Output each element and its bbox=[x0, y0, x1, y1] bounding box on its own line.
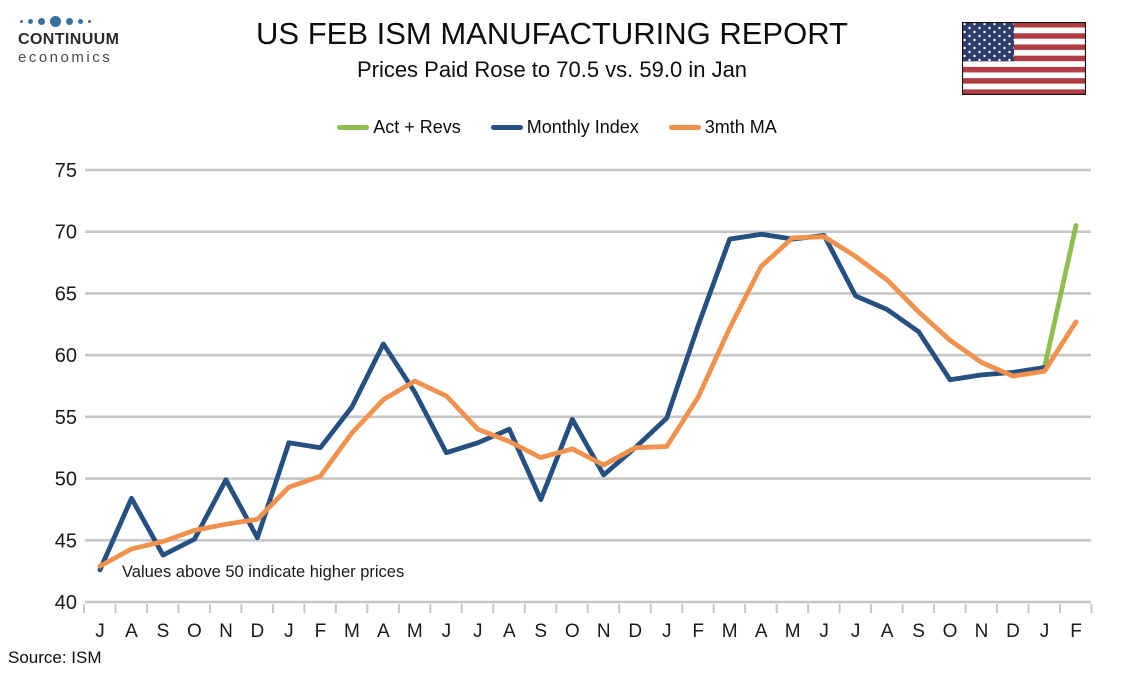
chart-legend: Act + Revs Monthly Index 3mth MA bbox=[0, 117, 1114, 138]
x-tick-label: J bbox=[851, 621, 861, 642]
x-tick-label: S bbox=[157, 621, 170, 642]
x-tick-label: F bbox=[692, 621, 704, 642]
legend-item-3mth-ma: 3mth MA bbox=[668, 117, 777, 138]
x-tick-label: F bbox=[1070, 621, 1082, 642]
x-tick-label: M bbox=[407, 621, 423, 642]
y-tick-label: 40 bbox=[55, 592, 77, 614]
legend-label: Monthly Index bbox=[526, 117, 639, 137]
data-series-lines bbox=[97, 223, 1079, 573]
series-line-act-revs bbox=[1042, 223, 1079, 370]
x-tick-label: O bbox=[565, 621, 580, 642]
act-revs-line-swatch-icon bbox=[337, 125, 370, 130]
x-tick-label: O bbox=[187, 621, 202, 642]
x-tick-label: A bbox=[755, 621, 768, 642]
x-tick-label: A bbox=[503, 621, 516, 642]
y-tick-label: 65 bbox=[55, 283, 77, 305]
us-flag-icon bbox=[961, 21, 1087, 100]
x-tick-label: A bbox=[377, 621, 390, 642]
x-tick-label: N bbox=[975, 621, 989, 642]
x-tick-label: J bbox=[662, 621, 672, 642]
continuum-economics-logo: CONTINUUM economics bbox=[18, 14, 148, 66]
x-tick-label: D bbox=[251, 621, 265, 642]
x-tick-label: J bbox=[284, 621, 294, 642]
y-tick-label: 75 bbox=[55, 160, 77, 182]
x-tick-label: J bbox=[819, 621, 829, 642]
x-tick-label: S bbox=[912, 621, 925, 642]
series-line-3mth-ma bbox=[97, 234, 1079, 569]
x-tick-label: M bbox=[785, 621, 801, 642]
source-note: Source: ISM bbox=[8, 648, 102, 667]
y-tick-label: 45 bbox=[55, 530, 77, 552]
chart-subtitle: Prices Paid Rose to 70.5 vs. 59.0 in Jan bbox=[356, 57, 748, 82]
x-tick-label: J bbox=[442, 621, 452, 642]
x-tick-label: J bbox=[1040, 621, 1050, 642]
x-tick-label: M bbox=[722, 621, 738, 642]
gridlines bbox=[85, 168, 1091, 604]
y-axis-labels: 40 45 50 55 60 65 70 75 bbox=[55, 160, 77, 614]
y-tick-label: 50 bbox=[55, 469, 77, 491]
x-tick-label: D bbox=[628, 621, 642, 642]
x-axis bbox=[83, 604, 1093, 613]
x-tick-label: A bbox=[125, 621, 138, 642]
legend-label: 3mth MA bbox=[704, 117, 777, 137]
logo-subname: economics bbox=[18, 49, 113, 66]
y-tick-label: 60 bbox=[55, 345, 77, 367]
x-tick-label: O bbox=[943, 621, 958, 642]
threshold-annotation: Values above 50 indicate higher prices bbox=[122, 563, 405, 581]
logo-name: CONTINUUM bbox=[18, 31, 120, 48]
x-tick-label: J bbox=[95, 621, 105, 642]
ma-line-swatch-icon bbox=[668, 125, 701, 130]
series-line-monthly-index bbox=[97, 231, 1047, 573]
monthly-index-line-swatch-icon bbox=[490, 125, 523, 130]
x-tick-label: N bbox=[597, 621, 611, 642]
chart-title: US FEB ISM MANUFACTURING REPORT bbox=[256, 16, 848, 51]
y-tick-label: 70 bbox=[55, 222, 77, 244]
logo-dots-icon bbox=[20, 14, 148, 28]
x-tick-label: N bbox=[219, 621, 233, 642]
x-tick-label: F bbox=[315, 621, 327, 642]
title-block: US FEB ISM MANUFACTURING REPORT Prices P… bbox=[150, 16, 954, 83]
x-tick-label: D bbox=[1006, 621, 1020, 642]
legend-item-act-revs: Act + Revs bbox=[337, 117, 461, 138]
x-tick-label: J bbox=[473, 621, 483, 642]
x-tick-label: S bbox=[534, 621, 547, 642]
y-tick-label: 55 bbox=[55, 407, 77, 429]
x-tick-label: A bbox=[881, 621, 894, 642]
legend-label: Act + Revs bbox=[373, 117, 461, 137]
legend-item-monthly-index: Monthly Index bbox=[490, 117, 639, 138]
x-tick-label: M bbox=[344, 621, 360, 642]
